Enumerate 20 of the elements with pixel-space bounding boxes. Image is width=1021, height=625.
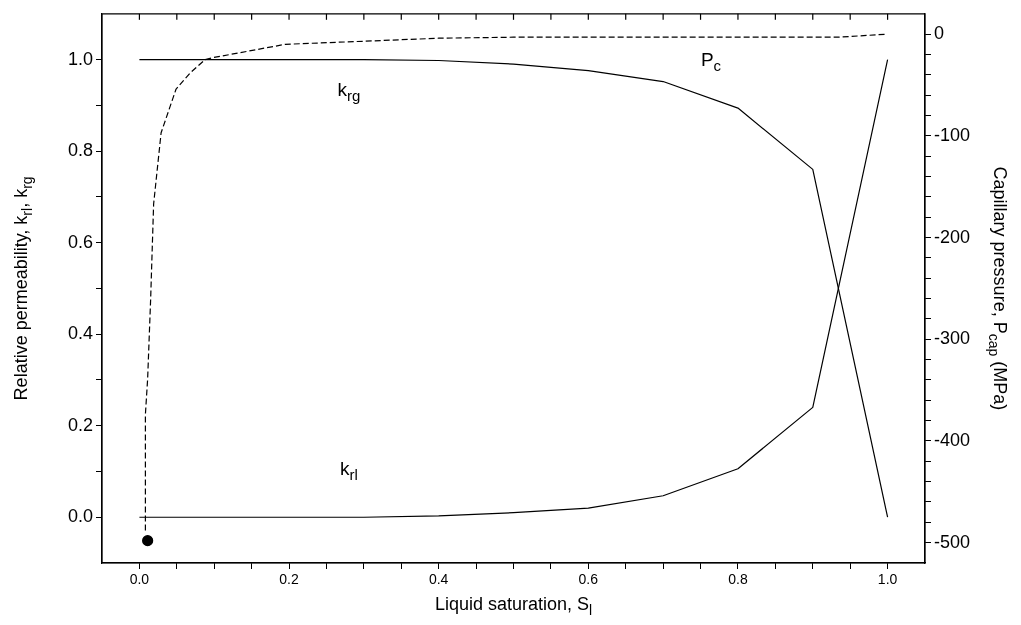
y2-tick-label: -400 bbox=[934, 429, 971, 450]
y2-axis-title: Capillary pressure, Pcap (MPa) bbox=[985, 166, 1011, 411]
y2-tick-label: -100 bbox=[934, 124, 971, 145]
y2-tick-label: -200 bbox=[934, 226, 971, 247]
y2-tick-label: -500 bbox=[934, 531, 971, 552]
y2-tick-label: 0 bbox=[934, 23, 945, 44]
x-tick-label: 0.6 bbox=[578, 571, 599, 588]
x-tick-label: 1.0 bbox=[877, 571, 898, 588]
y2-tick-label: -300 bbox=[934, 328, 971, 349]
y-tick-label: 0.6 bbox=[67, 231, 93, 252]
x-tick-label: 0.0 bbox=[129, 571, 150, 588]
y-tick-label: 1.0 bbox=[67, 48, 93, 69]
y-tick-label: 0.4 bbox=[67, 323, 93, 344]
y-tick-label: 0.2 bbox=[67, 414, 93, 435]
x-tick-label: 0.2 bbox=[279, 571, 299, 588]
x-tick-label: 0.8 bbox=[728, 571, 748, 588]
y-tick-label: 0.8 bbox=[67, 140, 93, 161]
y-axis-title: Relative permeability, krl, krg bbox=[10, 176, 36, 401]
y-tick-label: 0.0 bbox=[67, 506, 93, 527]
x-tick-label: 0.4 bbox=[428, 571, 449, 588]
